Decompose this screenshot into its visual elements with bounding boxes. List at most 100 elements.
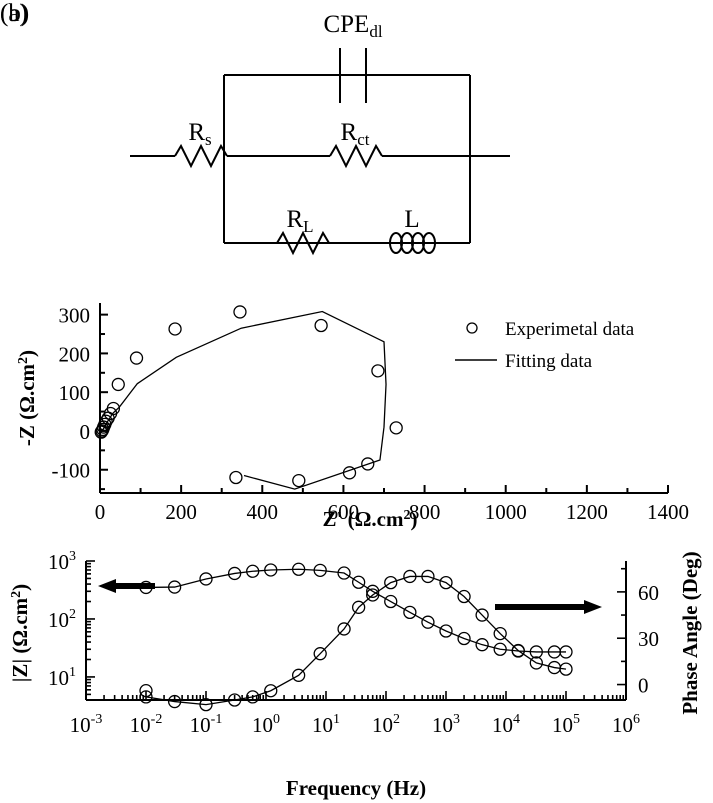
bode-right-tick-label: 30: [638, 627, 659, 651]
bode-phase-data-point: [227, 693, 242, 707]
bode-phase-data-point: [384, 575, 398, 590]
bode-phase-data-point: [457, 589, 471, 604]
bode-magnitude-data-point: [227, 566, 242, 581]
bode-magnitude-data-point: [291, 562, 306, 576]
cpe-label: CPEdl: [323, 11, 382, 41]
nyquist-y-tick-label: -100: [52, 459, 91, 483]
bode-magnitude-data-point: [384, 594, 398, 609]
nyquist-fitting-curve: [100, 310, 387, 490]
legend-label-fitting: Fitting data: [505, 351, 593, 372]
bode-magnitude-data-point: [351, 575, 366, 589]
bode-phase-data-point: [167, 694, 182, 709]
bode-magnitude-data-point: [559, 645, 573, 659]
bode-left-tick-label: 102: [48, 607, 76, 632]
legend-label-experimental: Experimetal data: [505, 319, 635, 340]
bode-phase-data-point: [313, 647, 327, 661]
bode-magnitude-data-point: [439, 624, 453, 638]
nyquist-data-point: [229, 470, 243, 485]
bode-phase-data-point: [559, 662, 573, 676]
panel-a-label: (a): [0, 0, 28, 27]
inductor-label: L: [404, 206, 419, 233]
nyquist-data-point: [292, 473, 306, 488]
rs-label: Rs: [188, 119, 211, 149]
nyquist-x-tick-label: 1000: [485, 500, 527, 524]
bode-phase-data-point: [351, 600, 366, 614]
bode-left-tick-label: 101: [48, 665, 76, 690]
nyquist-data-point: [371, 364, 385, 378]
bode-phase-points: [139, 569, 573, 712]
bode-x-tick-label: 101: [312, 712, 340, 737]
bode-phase-data-point: [421, 569, 435, 584]
nyquist-data-point: [342, 466, 357, 480]
nyquist-x-tick-label: 200: [165, 500, 197, 524]
nyquist-legend: Experimetal data Fitting data: [455, 319, 635, 372]
nyquist-data-point: [314, 318, 328, 333]
bode-magnitude-curve: [145, 568, 566, 653]
bode-magnitude-data-point: [167, 580, 182, 594]
bode-x-tick-label: 104: [492, 712, 520, 737]
bode-phase-data-point: [366, 588, 380, 602]
nyquist-experimental-points: [94, 305, 403, 488]
bode-phase-data-point: [246, 690, 260, 704]
resistor-rs-symbol: [174, 143, 228, 169]
bode-phase-data-point: [264, 684, 278, 698]
bode-outlier-point: [139, 683, 153, 698]
bode-phase-data-point: [403, 569, 417, 584]
bode-magnitude-data-point: [337, 566, 351, 580]
nyquist-data-point: [106, 401, 121, 416]
bode-x-tick-label: 102: [372, 712, 400, 737]
bode-phase-data-point: [139, 690, 153, 704]
bode-right-axis-label: Phase Angle (Deg): [678, 551, 702, 714]
bode-magnitude-data-point: [199, 572, 213, 586]
bode-magnitude-data-point: [264, 563, 278, 577]
bode-left-axis-label: |Z| (Ω.cm2): [8, 584, 32, 682]
rl-label: RL: [286, 206, 313, 236]
nyquist-y-axis-label: -Z (Ω.cm2): [15, 350, 39, 446]
bode-x-tick-label: 100: [252, 712, 280, 737]
bode-magnitude-data-point: [313, 563, 327, 577]
bode-plot: 10-3 10-2 10-1 100 101 102 103 104 105 106 103 102 1…: [0, 545, 713, 803]
nyquist-x-tick-label: 800: [409, 500, 441, 524]
nyquist-data-point: [389, 421, 403, 435]
bode-phase-data-point: [199, 697, 213, 712]
bode-magnitude-data-point: [403, 605, 417, 620]
nyquist-data-point: [168, 322, 182, 336]
nyquist-x-tick-label: 1400: [647, 500, 689, 524]
panel-b-label: (b): [0, 0, 30, 27]
bode-x-tick-label: 105: [552, 712, 580, 737]
bode-phase-data-point: [337, 622, 351, 636]
bode-magnitude-data-point: [475, 638, 489, 652]
bode-magnitude-data-point: [529, 645, 543, 659]
nyquist-x-tick-label: 0: [95, 500, 106, 524]
nyquist-data-point: [361, 457, 375, 471]
bode-x-tick-label: 10-3: [70, 712, 103, 737]
resistor-rl-symbol: [276, 230, 330, 256]
bode-magnitude-data-point: [457, 631, 471, 646]
nyquist-data-point: [111, 377, 125, 392]
rct-label: Rct: [341, 119, 370, 149]
bode-magnitude-data-point: [421, 615, 435, 629]
nyquist-x-axis-label: Z' (Ω.cm2): [323, 507, 418, 531]
nyquist-x-tick-label: 1200: [566, 500, 608, 524]
bode-magnitude-data-point: [493, 642, 507, 656]
equivalent-circuit-diagram: CPEdl Rs Rct RL L: [0, 0, 713, 270]
bode-outlier-points: [139, 683, 153, 698]
nyquist-y-tick-label: 0: [80, 420, 91, 444]
bode-phase-data-point: [511, 643, 525, 658]
nyquist-x-tick-label: 600: [328, 500, 360, 524]
bode-right-tick-label: 0: [638, 674, 649, 698]
nyquist-data-point: [99, 414, 113, 428]
legend-marker-experimental: [466, 322, 478, 334]
arrow-to-magnitude-axis: [98, 579, 155, 593]
bode-left-tick-label: 103: [48, 549, 76, 574]
nyquist-plot: 0 200 400 600 800 1000 1200 1400 300 200 100 0 -100 …: [0, 283, 713, 533]
nyquist-y-tick-label: 300: [59, 304, 91, 328]
bode-magnitude-data-point: [366, 584, 380, 598]
bode-x-tick-label: 103: [432, 712, 460, 737]
nyquist-y-tick-label: 200: [59, 342, 91, 366]
bode-x-axis-label: Frequency (Hz): [286, 776, 426, 800]
arrow-to-phase-axis: [495, 600, 602, 614]
resistor-rct-symbol: [329, 143, 383, 169]
bode-phase-data-point: [529, 656, 543, 670]
nyquist-y-tick-label: 100: [59, 381, 91, 405]
